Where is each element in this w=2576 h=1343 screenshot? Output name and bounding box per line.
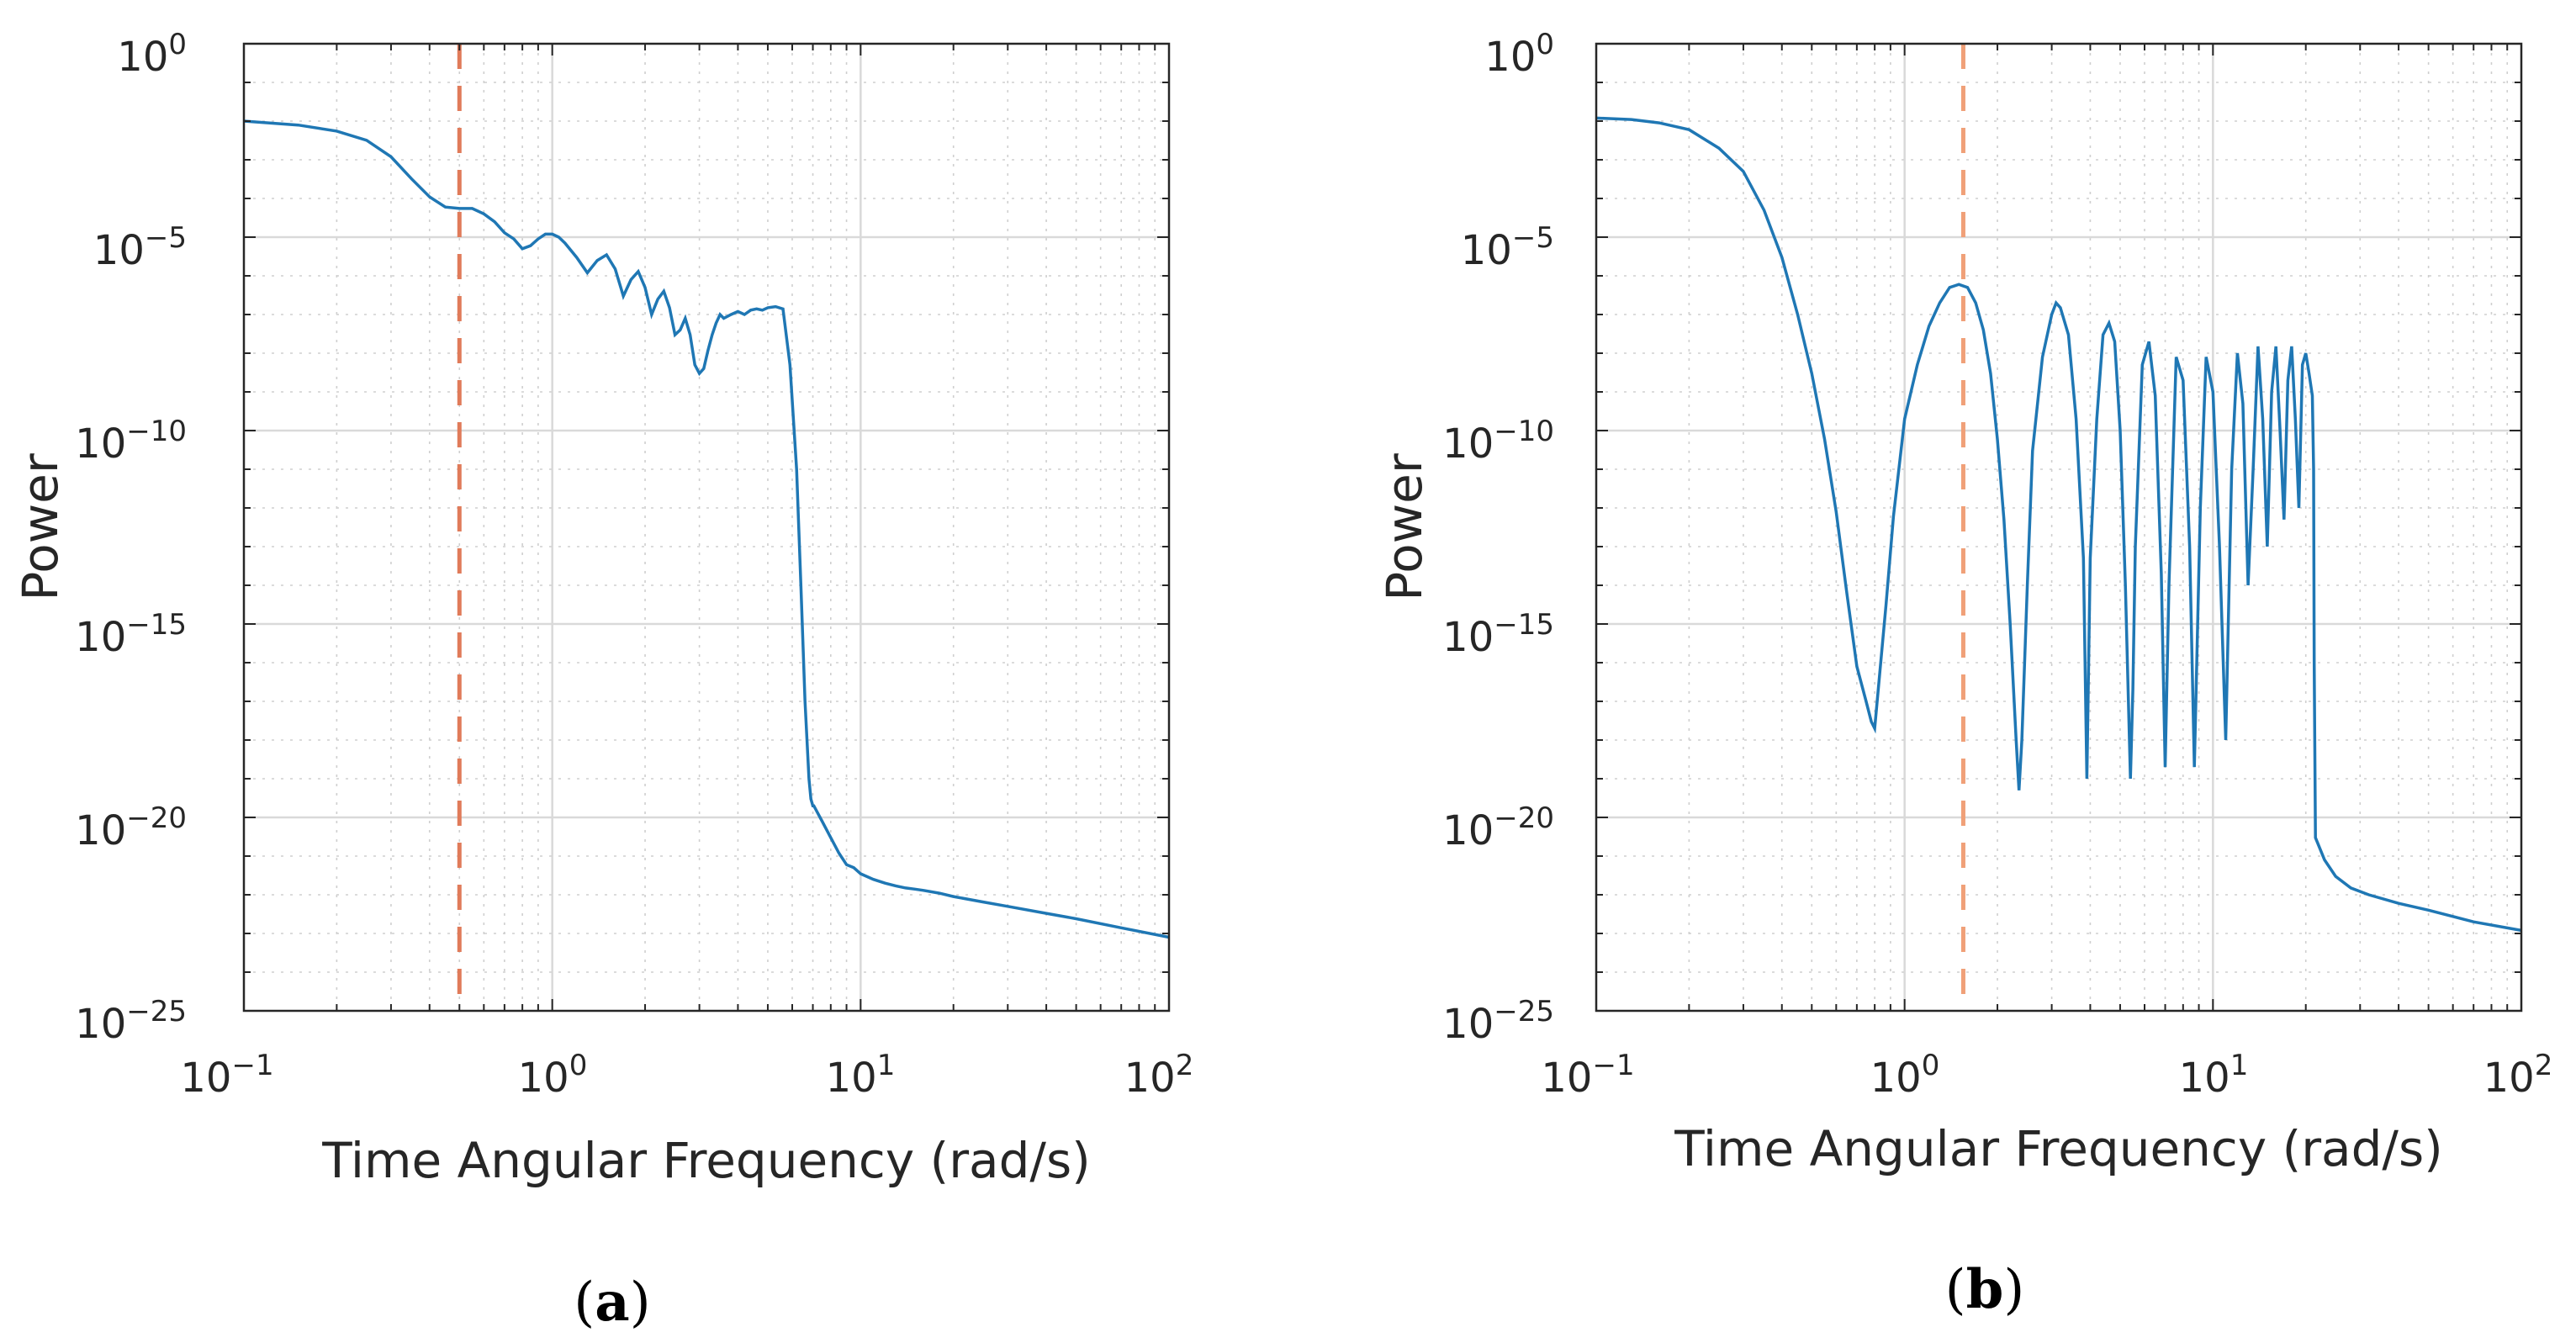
panel-a: 100 10−5 10−10 10−15 10−20 10−25 10−1 10… (12, 28, 1193, 1334)
ytick-label-b-5: 10−25 (1442, 995, 1554, 1048)
xtick-label-b-3: 102 (2483, 1049, 2553, 1102)
ytick-label-b-2: 10−10 (1442, 415, 1554, 468)
xlabel-b: Time Angular Frequency (rad/s) (1674, 1120, 2443, 1177)
ytick-label-a-5: 10−25 (75, 995, 187, 1048)
ylabel-b: Power (1376, 453, 1433, 601)
ytick-label-b-4: 10−20 (1442, 801, 1554, 854)
ytick-label-b-0: 100 (1484, 28, 1554, 81)
ytick-label-a-2: 10−10 (75, 415, 187, 468)
caption-a: (a) (574, 1271, 650, 1334)
caption-b: (b) (1945, 1258, 2025, 1321)
grid-a (244, 44, 1169, 1011)
xlabel-a: Time Angular Frequency (rad/s) (321, 1132, 1091, 1189)
ytick-label-a-0: 100 (117, 28, 187, 81)
ytick-label-a-3: 10−15 (75, 608, 187, 661)
xtick-label-a-3: 102 (1124, 1049, 1194, 1102)
xtick-label-a-0: 10−1 (180, 1049, 273, 1102)
ticks-a (244, 43, 1169, 1012)
xtick-label-b-1: 100 (1870, 1049, 1940, 1102)
plot-frame-a (242, 42, 1171, 1013)
ylabel-a: Power (12, 453, 69, 601)
plot-area-b (1596, 44, 2521, 1011)
series-line-a (243, 119, 1170, 939)
xtick-label-b-2: 101 (2179, 1049, 2249, 1102)
xtick-label-b-0: 10−1 (1541, 1049, 1634, 1102)
plot-area-a (244, 44, 1169, 1011)
panel-b: 100 10−5 10−10 10−15 10−20 10−25 10−1 10… (1376, 28, 2552, 1321)
ytick-label-a-1: 10−5 (93, 221, 187, 274)
series-line-b (1595, 116, 2522, 933)
xtick-label-a-1: 100 (518, 1049, 588, 1102)
ytick-label-b-1: 10−5 (1461, 221, 1554, 274)
ticks-b (1596, 43, 2521, 1012)
ytick-label-b-3: 10−15 (1442, 608, 1554, 661)
plot-frame-b (1595, 42, 2523, 1013)
ytick-label-a-4: 10−20 (75, 801, 187, 854)
xtick-label-a-2: 101 (826, 1049, 896, 1102)
